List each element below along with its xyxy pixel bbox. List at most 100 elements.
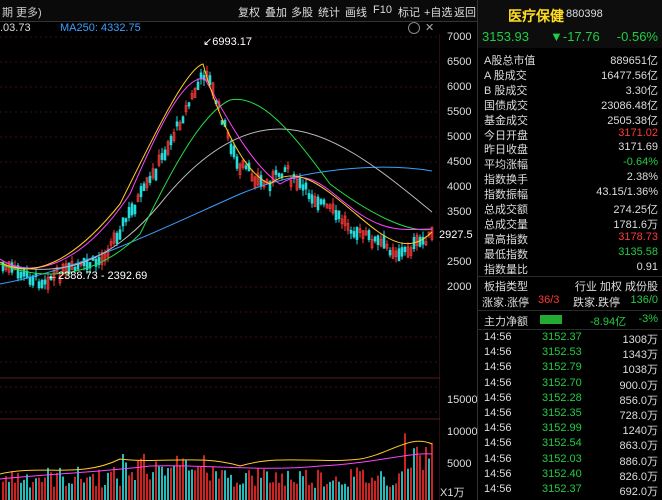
volume-bar bbox=[203, 455, 205, 500]
current-price: 3153.93 bbox=[482, 29, 529, 44]
volume-bar bbox=[413, 448, 415, 500]
candle bbox=[196, 81, 200, 90]
candle bbox=[142, 183, 146, 192]
candle bbox=[193, 87, 197, 98]
volume-bar bbox=[59, 467, 61, 500]
candle bbox=[25, 270, 29, 278]
volume-bar bbox=[179, 464, 181, 500]
volume-bar bbox=[248, 470, 250, 500]
candle bbox=[97, 257, 101, 265]
volume-bar bbox=[32, 482, 34, 500]
quote-header: 医疗保健 880398 3153.93 ▼-17.76 -0.56% bbox=[478, 0, 662, 48]
tick-volume: 900.0万 bbox=[619, 379, 658, 392]
ma60-line bbox=[0, 98, 433, 275]
high-annotation: ↙6993.17 bbox=[203, 36, 252, 48]
volume-bar bbox=[35, 478, 37, 500]
candle bbox=[400, 247, 404, 257]
volume-bar bbox=[380, 471, 382, 500]
add-watchlist-button[interactable]: +自选 bbox=[424, 7, 453, 19]
stat-row: 平均涨幅 -0.64% bbox=[478, 156, 662, 171]
volume-bar bbox=[278, 482, 280, 500]
current-price-label: 2927.5 bbox=[437, 229, 475, 241]
volume-bar bbox=[332, 480, 334, 500]
statistics-button[interactable]: 统计 bbox=[318, 7, 340, 19]
volume-bar bbox=[200, 466, 202, 500]
adjust-button[interactable]: 复权 bbox=[238, 7, 260, 19]
candle bbox=[184, 104, 188, 113]
volume-bar bbox=[365, 482, 367, 500]
volume-bar bbox=[56, 473, 58, 500]
tick-row: 14:56 3152.40 826.0万 bbox=[478, 468, 662, 483]
back-button[interactable]: 返回 bbox=[454, 7, 476, 19]
tick-time: 14:56 bbox=[484, 376, 512, 389]
volume-bar bbox=[254, 485, 256, 500]
candle bbox=[385, 243, 389, 249]
settings-icon[interactable] bbox=[408, 22, 420, 34]
stat-value: 3.30亿 bbox=[625, 84, 658, 97]
mark-button[interactable]: 标记 bbox=[398, 7, 420, 19]
volume-bar bbox=[62, 476, 64, 500]
f10-button[interactable]: F10 bbox=[373, 4, 392, 16]
candle bbox=[349, 229, 353, 234]
stat-label: 指数振幅 bbox=[484, 189, 528, 202]
tick-row: 14:56 3152.37 692.0万 bbox=[478, 483, 662, 498]
quote-panel: 医疗保健 880398 3153.93 ▼-17.76 -0.56% A股总市值… bbox=[477, 0, 662, 500]
volume-bar bbox=[281, 473, 283, 500]
volume-bar bbox=[422, 469, 424, 500]
volume-bar bbox=[38, 477, 40, 500]
volume-bar bbox=[119, 485, 121, 500]
candle bbox=[238, 163, 242, 175]
candle bbox=[331, 203, 335, 214]
multi-stock-button[interactable]: 多股 bbox=[291, 7, 313, 19]
stat-row: 指数换手 2.38% bbox=[478, 171, 662, 186]
candle bbox=[301, 184, 305, 191]
candle bbox=[136, 194, 140, 203]
stat-label: 指数换手 bbox=[484, 174, 528, 187]
candle bbox=[235, 156, 239, 169]
volume-bar bbox=[170, 467, 172, 500]
candlestick-chart[interactable] bbox=[0, 34, 440, 500]
volume-bar bbox=[137, 460, 139, 500]
volume-bar bbox=[296, 483, 298, 500]
volume-bar bbox=[218, 478, 220, 500]
volume-bar bbox=[419, 455, 421, 500]
stat-row: 最高指数 3178.73 bbox=[478, 231, 662, 246]
candle bbox=[37, 281, 41, 289]
volume-bar bbox=[374, 480, 376, 500]
volume-bar bbox=[233, 486, 235, 500]
tick-price: 3152.53 bbox=[542, 346, 582, 359]
volume-bar bbox=[428, 458, 430, 500]
candle bbox=[112, 232, 116, 244]
volume-bar bbox=[41, 481, 43, 500]
stat-row: 昨日收盘 3171.69 bbox=[478, 141, 662, 156]
volume-bar bbox=[44, 477, 46, 500]
draw-line-button[interactable]: 画线 bbox=[345, 7, 367, 19]
volume-bar bbox=[101, 487, 103, 500]
tick-row: 14:56 3152.79 1038万 bbox=[478, 361, 662, 376]
candle bbox=[19, 272, 23, 279]
stat-label: 昨日收盘 bbox=[484, 144, 528, 157]
candle bbox=[178, 122, 182, 131]
candle bbox=[100, 252, 104, 265]
candle bbox=[307, 193, 311, 199]
volume-bar bbox=[131, 472, 133, 500]
candle bbox=[16, 265, 20, 279]
close-icon[interactable]: ✕ bbox=[425, 22, 435, 34]
tick-time: 14:56 bbox=[484, 467, 512, 480]
candle bbox=[229, 143, 233, 155]
volume-bar bbox=[80, 478, 82, 500]
candle bbox=[358, 228, 362, 233]
volume-bar bbox=[209, 480, 211, 500]
tick-volume: 1240万 bbox=[622, 425, 658, 438]
volume-bar bbox=[107, 472, 109, 500]
volume-bar bbox=[305, 469, 307, 500]
volume-bar bbox=[149, 479, 151, 500]
tick-price: 3152.37 bbox=[542, 483, 582, 495]
overlay-button[interactable]: 叠加 bbox=[265, 7, 287, 19]
volume-bar bbox=[95, 486, 97, 500]
candle bbox=[67, 262, 71, 275]
volume-bar bbox=[260, 477, 262, 500]
period-menu[interactable]: 期 更多) bbox=[2, 7, 42, 19]
candle bbox=[283, 167, 287, 173]
candle bbox=[397, 248, 401, 262]
